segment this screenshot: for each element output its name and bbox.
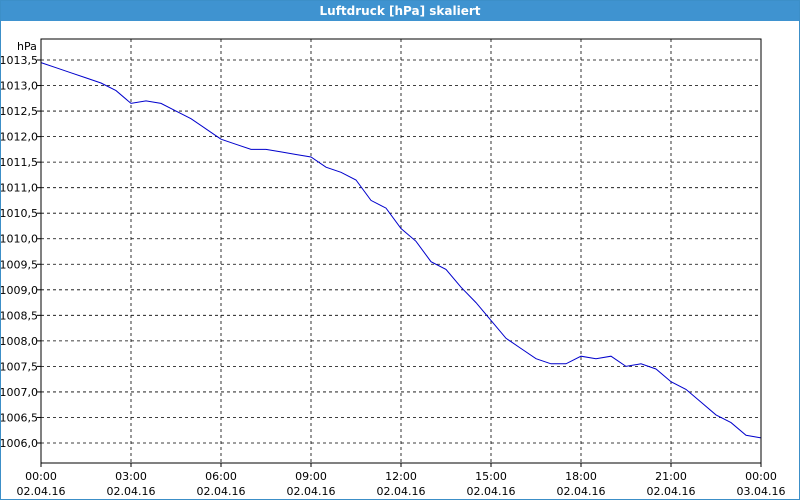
x-tick-time-label: 06:00	[205, 470, 237, 483]
x-tick-date-label: 02.04.16	[647, 485, 696, 498]
x-tick-time-label: 00:00	[745, 470, 777, 483]
y-axis: 1006,0 1006,5 1007,0 1007,5 1008,0 1008,5 1009…	[1, 54, 41, 450]
x-tick-date-label: 02.04.16	[377, 485, 426, 498]
x-axis: 00:00 02.04.16 03:00 02.04.16 06:00 02.04.16 0…	[17, 463, 786, 498]
y-tick-label: 1011,0	[1, 182, 38, 195]
x-tick-date-label: 02.04.16	[557, 485, 606, 498]
y-axis-unit-label: hPa	[17, 40, 37, 53]
x-tick-date-label: 02.04.16	[107, 485, 156, 498]
x-tick-time-label: 00:00	[25, 470, 57, 483]
y-tick-label: 1012,0	[1, 131, 38, 144]
y-tick-label: 1010,0	[1, 233, 38, 246]
x-tick-time-label: 21:00	[655, 470, 687, 483]
y-tick-label: 1008,0	[1, 335, 38, 348]
y-tick-label: 1011,5	[1, 156, 38, 169]
y-tick-label: 1010,5	[1, 207, 38, 220]
y-tick-label: 1006,5	[1, 411, 38, 424]
y-tick-label: 1006,0	[1, 437, 38, 450]
series-line-luftdruck	[40, 62, 762, 439]
y-tick-label: 1013,0	[1, 80, 38, 93]
x-tick-date-label: 02.04.16	[287, 485, 336, 498]
grid-lines	[41, 39, 761, 463]
y-tick-label: 1007,5	[1, 360, 38, 373]
x-tick-date-label: 02.04.16	[467, 485, 516, 498]
y-tick-label: 1007,0	[1, 386, 38, 399]
x-tick-time-label: 18:00	[565, 470, 597, 483]
x-tick-date-label: 02.04.16	[17, 485, 66, 498]
x-tick-time-label: 12:00	[385, 470, 417, 483]
x-tick-time-label: 03:00	[115, 470, 147, 483]
y-tick-label: 1009,0	[1, 284, 38, 297]
y-tick-label: 1012,5	[1, 105, 38, 118]
y-tick-label: 1013,5	[1, 54, 38, 67]
window-title: Luftdruck [hPa] skaliert	[1, 1, 799, 21]
x-tick-time-label: 09:00	[295, 470, 327, 483]
x-tick-date-label: 02.04.16	[197, 485, 246, 498]
y-tick-label: 1008,5	[1, 309, 38, 322]
x-tick-date-label: 03.04.16	[737, 485, 786, 498]
x-tick-time-label: 15:00	[475, 470, 507, 483]
plot-frame	[40, 38, 762, 464]
y-tick-label: 1009,5	[1, 258, 38, 271]
